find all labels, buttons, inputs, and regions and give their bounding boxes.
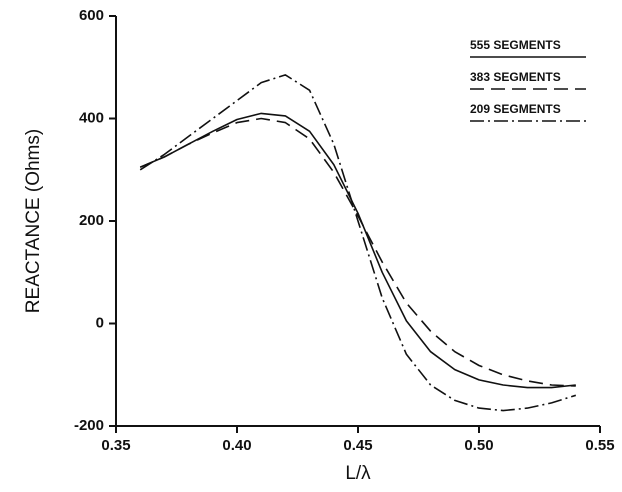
y-tick-label: -200 [74, 417, 104, 434]
x-tick-label: 0.55 [585, 437, 614, 454]
legend-label: 383 SEGMENTS [470, 70, 561, 84]
y-tick-label: 600 [79, 7, 104, 24]
legend-label: 209 SEGMENTS [470, 102, 561, 116]
y-tick-label: 200 [79, 212, 104, 229]
series-line [139, 74, 577, 412]
legend-label: 555 SEGMENTS [470, 38, 561, 52]
x-tick-label: 0.35 [101, 437, 130, 454]
y-tick-label: 400 [79, 109, 104, 126]
y-tick-label: 0 [96, 314, 104, 331]
x-tick-label: 0.50 [464, 437, 493, 454]
x-tick-label: 0.45 [343, 437, 372, 454]
x-tick-label: 0.40 [222, 437, 251, 454]
series-line [139, 117, 576, 387]
x-axis-label: L/λ [345, 463, 371, 484]
y-axis-label: REACTANCE (Ohms) [23, 129, 44, 313]
series-line [139, 112, 576, 389]
